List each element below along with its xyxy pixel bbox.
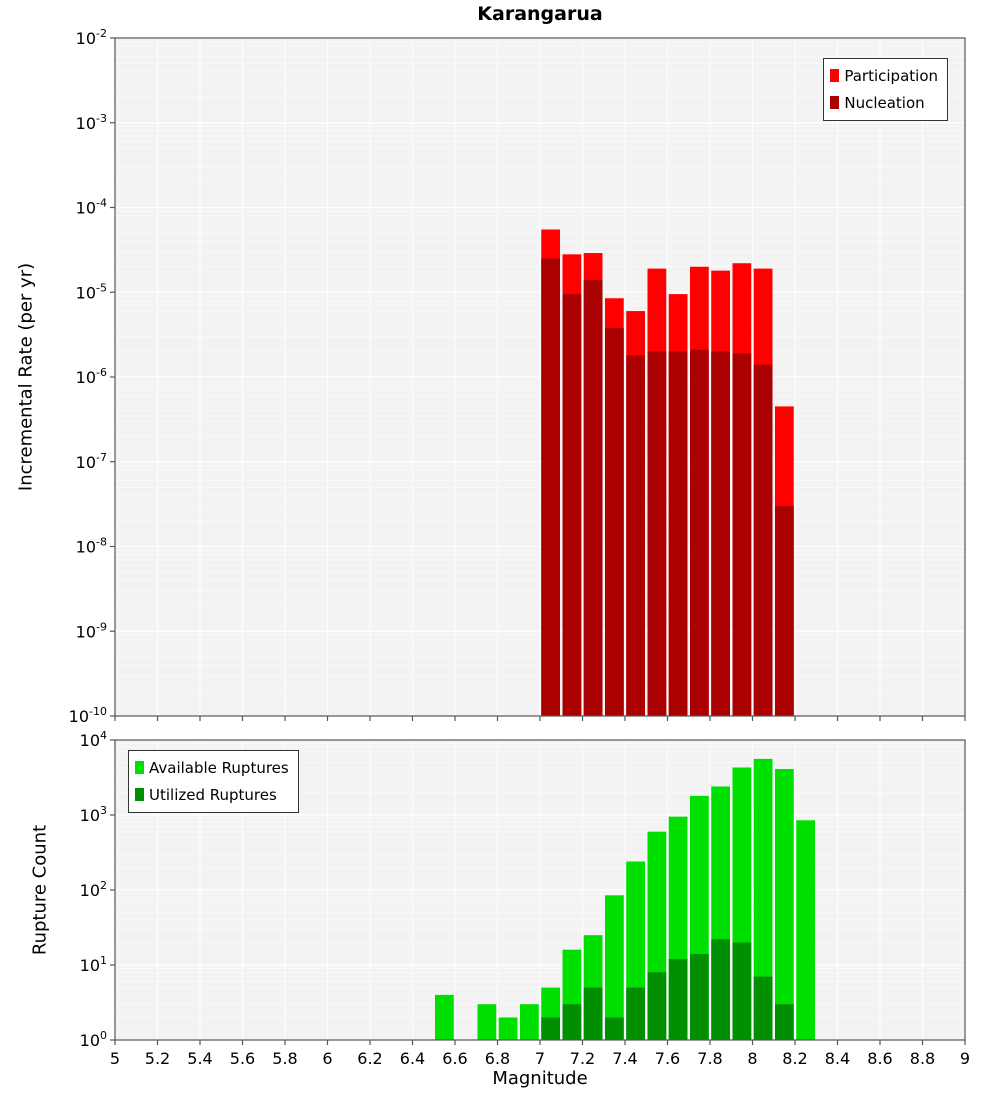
utilized-ruptures-bar bbox=[605, 1017, 624, 1040]
rate-y-axis-label: Incremental Rate (per yr) bbox=[15, 262, 37, 492]
nucleation-bar bbox=[775, 506, 794, 716]
utilized-ruptures-bar bbox=[753, 976, 773, 1040]
utilized-ruptures-bar bbox=[668, 959, 688, 1040]
nucleation-bar bbox=[732, 353, 752, 716]
y-tick-label: 10-4 bbox=[76, 197, 107, 218]
utilized-ruptures-swatch bbox=[135, 788, 144, 801]
x-tick-label: 5.6 bbox=[230, 1049, 255, 1068]
utilized-ruptures-bar bbox=[711, 939, 730, 1040]
nucleation-bar bbox=[583, 279, 603, 716]
utilized-ruptures-bar bbox=[562, 1004, 582, 1040]
nucleation-swatch bbox=[830, 96, 840, 109]
x-tick-label: 7 bbox=[535, 1049, 545, 1068]
rate-legend: Participation Nucleation bbox=[823, 58, 948, 121]
available-ruptures-bar bbox=[477, 1004, 497, 1040]
legend-item-available-ruptures: Available Ruptures bbox=[135, 754, 289, 781]
y-tick-label: 10-5 bbox=[76, 281, 107, 302]
count-y-axis-label: Rupture Count bbox=[29, 824, 51, 956]
utilized-ruptures-bar bbox=[626, 987, 645, 1040]
utilized-ruptures-bar bbox=[775, 1004, 794, 1040]
legend-item-participation: Participation bbox=[830, 62, 938, 89]
x-tick-label: 8.2 bbox=[782, 1049, 807, 1068]
legend-label-available-ruptures: Available Ruptures bbox=[149, 758, 289, 777]
available-ruptures-bar bbox=[775, 769, 794, 1040]
legend-label-utilized-ruptures: Utilized Ruptures bbox=[149, 785, 277, 804]
x-tick-label: 5.2 bbox=[145, 1049, 170, 1068]
y-tick-label: 10-2 bbox=[76, 27, 107, 48]
available-ruptures-bar bbox=[605, 895, 624, 1040]
legend-label-nucleation: Nucleation bbox=[844, 93, 925, 112]
x-tick-label: 6.4 bbox=[400, 1049, 425, 1068]
legend-label-participation: Participation bbox=[844, 66, 938, 85]
available-ruptures-bar bbox=[796, 820, 815, 1040]
x-tick-label: 7.2 bbox=[570, 1049, 595, 1068]
legend-item-nucleation: Nucleation bbox=[830, 89, 938, 116]
y-tick-label: 10-7 bbox=[76, 451, 107, 472]
nucleation-bar bbox=[626, 355, 645, 716]
y-tick-label: 10-6 bbox=[76, 366, 107, 387]
x-tick-label: 6.6 bbox=[442, 1049, 467, 1068]
x-tick-label: 7.4 bbox=[612, 1049, 637, 1068]
nucleation-bar bbox=[647, 351, 667, 716]
y-tick-label: 103 bbox=[80, 804, 107, 825]
available-ruptures-bar bbox=[520, 1004, 539, 1040]
x-tick-label: 8 bbox=[747, 1049, 757, 1068]
available-ruptures-bar bbox=[753, 758, 773, 1040]
x-tick-label: 7.6 bbox=[655, 1049, 680, 1068]
nucleation-bar bbox=[668, 351, 688, 716]
y-tick-label: 102 bbox=[80, 879, 107, 900]
participation-swatch bbox=[830, 69, 840, 82]
y-tick-label: 100 bbox=[80, 1029, 107, 1050]
nucleation-bar bbox=[562, 294, 582, 716]
y-tick-label: 10-3 bbox=[76, 112, 107, 133]
available-ruptures-bar bbox=[498, 1017, 518, 1040]
x-tick-label: 5 bbox=[110, 1049, 120, 1068]
y-tick-label: 104 bbox=[80, 729, 107, 750]
legend-item-utilized-ruptures: Utilized Ruptures bbox=[135, 781, 289, 808]
y-tick-label: 10-10 bbox=[69, 705, 107, 726]
x-tick-label: 8.8 bbox=[910, 1049, 935, 1068]
nucleation-bar bbox=[753, 364, 773, 716]
y-tick-label: 10-9 bbox=[76, 620, 107, 641]
nucleation-bar bbox=[605, 327, 624, 716]
utilized-ruptures-bar bbox=[647, 972, 667, 1040]
count-legend: Available Ruptures Utilized Ruptures bbox=[128, 750, 299, 813]
x-tick-label: 9 bbox=[960, 1049, 970, 1068]
y-tick-label: 10-8 bbox=[76, 536, 107, 557]
available-ruptures-swatch bbox=[135, 761, 144, 774]
utilized-ruptures-bar bbox=[541, 1017, 560, 1040]
nucleation-bar bbox=[690, 349, 709, 716]
utilized-ruptures-bar bbox=[583, 987, 603, 1040]
utilized-ruptures-bar bbox=[732, 942, 752, 1040]
x-tick-label: 5.4 bbox=[187, 1049, 212, 1068]
x-axis-label: Magnitude bbox=[492, 1068, 588, 1089]
available-ruptures-bar bbox=[435, 994, 454, 1040]
utilized-ruptures-bar bbox=[690, 954, 709, 1040]
x-tick-label: 6.8 bbox=[485, 1049, 510, 1068]
x-tick-label: 6.2 bbox=[357, 1049, 382, 1068]
x-tick-label: 6 bbox=[322, 1049, 332, 1068]
x-tick-label: 8.6 bbox=[867, 1049, 892, 1068]
nucleation-bar bbox=[541, 258, 560, 716]
x-tick-label: 5.8 bbox=[272, 1049, 297, 1068]
y-tick-label: 101 bbox=[80, 954, 107, 975]
nucleation-bar bbox=[711, 351, 730, 716]
chart-title: Karangarua bbox=[477, 3, 603, 25]
x-tick-label: 8.4 bbox=[825, 1049, 850, 1068]
x-tick-label: 7.8 bbox=[697, 1049, 722, 1068]
